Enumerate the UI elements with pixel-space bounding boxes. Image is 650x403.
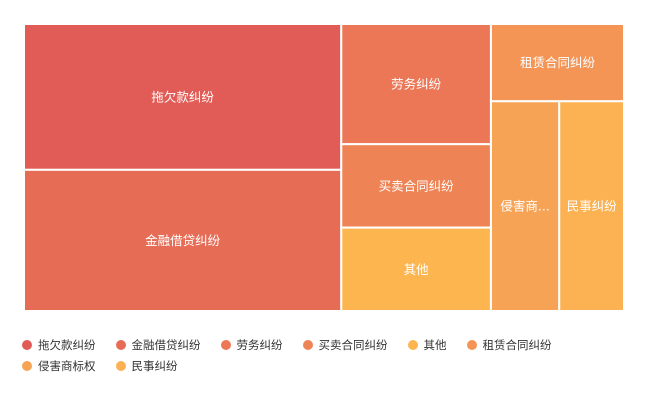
- legend-item[interactable]: 拖欠款纠纷: [22, 336, 96, 353]
- legend-item[interactable]: 其他: [407, 336, 447, 353]
- legend-item[interactable]: 民事纠纷: [115, 357, 178, 374]
- treemap-label: 其他: [404, 262, 430, 277]
- legend-label: 侵害商标权: [38, 358, 96, 373]
- treemap-label: 侵害商...: [500, 199, 549, 214]
- legend-marker-icon: [22, 339, 32, 350]
- treemap-rect[interactable]: [23, 168, 343, 312]
- treemap-node[interactable]: 劳务纠纷: [340, 23, 492, 146]
- treemap-rect[interactable]: [489, 100, 561, 313]
- treemap-label: 金融借贷纠纷: [145, 233, 221, 248]
- legend-marker-icon: [466, 339, 477, 350]
- treemap-rect[interactable]: [23, 23, 343, 171]
- treemap-rect[interactable]: [340, 226, 492, 313]
- legend: 拖欠款纠纷 金融借贷纠纷 劳务纠纷 买卖合同纠纷 其他 租赁合同纠纷侵害商标权 民事纠纷: [22, 336, 622, 374]
- treemap-label: 民事纠纷: [567, 199, 618, 214]
- legend-marker-icon: [22, 360, 32, 371]
- legend-label: 金融借贷纠纷: [131, 337, 201, 352]
- treemap-rect[interactable]: [558, 100, 626, 313]
- legend-marker-icon: [220, 339, 231, 350]
- legend-label: 其他: [423, 337, 447, 352]
- legend-item[interactable]: 侵害商标权: [22, 357, 96, 374]
- treemap-node[interactable]: 金融借贷纠纷: [23, 168, 343, 312]
- legend-label: 拖欠款纠纷: [38, 337, 96, 352]
- treemap-label: 租赁合同纠纷: [520, 55, 596, 70]
- treemap-node[interactable]: 民事纠纷: [558, 100, 626, 313]
- treemap-node[interactable]: 其他: [340, 226, 492, 313]
- legend-label: 租赁合同纠纷: [482, 337, 552, 352]
- legend-marker-icon: [407, 339, 418, 350]
- legend-label: 买卖合同纠纷: [318, 337, 388, 352]
- legend-label: 民事纠纷: [131, 358, 178, 373]
- treemap-label: 拖欠款纠纷: [151, 89, 214, 104]
- legend-marker-icon: [115, 339, 126, 350]
- treemap-label: 买卖合同纠纷: [379, 178, 455, 193]
- legend-item[interactable]: 金融借贷纠纷: [115, 336, 201, 353]
- legend-item[interactable]: 劳务纠纷: [220, 336, 283, 353]
- treemap-rect[interactable]: [340, 23, 492, 146]
- legend-marker-icon: [115, 360, 126, 371]
- legend-label: 劳务纠纷: [236, 337, 283, 352]
- treemap-rect[interactable]: [489, 23, 625, 103]
- treemap-node[interactable]: 租赁合同纠纷: [489, 23, 625, 103]
- treemap-node[interactable]: 买卖合同纠纷: [340, 143, 492, 229]
- treemap-node[interactable]: 拖欠款纠纷: [23, 23, 343, 171]
- treemap-node[interactable]: 侵害商...: [489, 100, 561, 313]
- legend-marker-icon: [302, 339, 313, 350]
- treemap-label: 劳务纠纷: [391, 77, 442, 92]
- legend-item[interactable]: 租赁合同纠纷: [466, 336, 552, 353]
- legend-item[interactable]: 买卖合同纠纷: [302, 336, 388, 353]
